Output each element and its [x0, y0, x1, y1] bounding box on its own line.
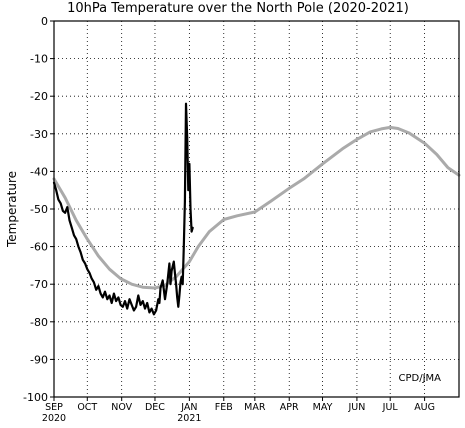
y-tick-label: -40 — [30, 165, 48, 178]
series-layer — [52, 102, 461, 316]
x-tick-label: NOV — [111, 402, 132, 413]
x-tick-label: MAR — [244, 402, 266, 413]
x-tick-label: JUN — [347, 402, 365, 413]
y-tick-label: 0 — [41, 15, 48, 28]
y-axis-label: Temperature — [5, 171, 19, 248]
x-tick-label: MAY — [313, 402, 333, 413]
y-tick-label: -10 — [30, 53, 48, 66]
y-tick-label: -60 — [30, 241, 48, 254]
x-tick-label: JAN — [180, 402, 197, 413]
y-tick-label: -100 — [23, 391, 48, 404]
y-axis-ticks: 0 -10 -20 -30 -40 -50 -60 -70 -80 -90 -100 — [23, 15, 54, 404]
y-tick-label: -20 — [30, 90, 48, 103]
y-tick-label: -70 — [30, 278, 48, 291]
x-tick-label: AUG — [414, 402, 435, 413]
y-tick-label: -30 — [30, 128, 48, 141]
grid-lines — [54, 21, 459, 397]
x-tick-label: SEP — [45, 402, 63, 413]
climatology-series-line — [52, 125, 461, 290]
x-tick-sublabel: 2021 — [177, 413, 201, 424]
y-tick-label: -50 — [30, 203, 48, 216]
x-tick-label: OCT — [77, 402, 97, 413]
x-tick-label: DEC — [145, 402, 165, 413]
x-tick-label: FEB — [215, 402, 233, 413]
y-tick-label: -90 — [30, 353, 48, 366]
chart-title: 10hPa Temperature over the North Pole (2… — [67, 1, 409, 16]
credit-label: CPD/JMA — [399, 373, 442, 384]
y-tick-label: -80 — [30, 316, 48, 329]
x-tick-label: APR — [280, 402, 299, 413]
x-tick-sublabel: 2020 — [42, 413, 66, 424]
x-tick-label: JUL — [382, 402, 399, 413]
observed-series-line — [52, 102, 194, 316]
